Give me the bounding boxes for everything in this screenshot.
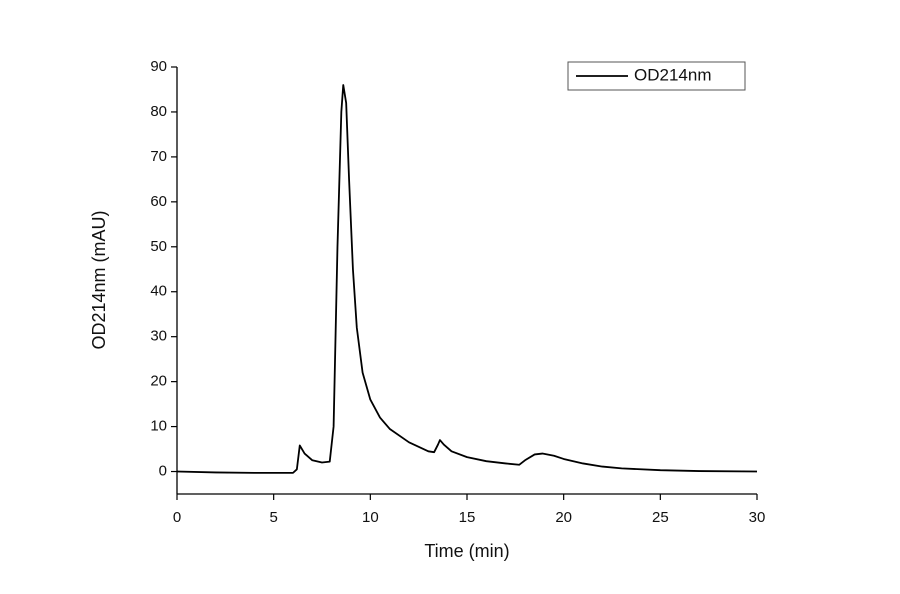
legend-label: OD214nm [634,65,711,84]
x-tick-label: 10 [362,509,379,526]
y-tick-label: 30 [150,328,167,345]
x-tick-label: 5 [269,509,277,526]
x-axis-title: Time (min) [424,541,509,561]
y-tick-label: 10 [150,418,167,435]
y-tick-label: 20 [150,373,167,390]
x-tick-label: 30 [749,509,766,526]
x-tick-label: 20 [555,509,572,526]
y-tick-label: 80 [150,103,167,120]
y-tick-label: 60 [150,193,167,210]
y-tick-label: 50 [150,238,167,255]
x-tick-label: 0 [173,509,181,526]
y-axis-title: OD214nm (mAU) [89,210,109,349]
y-tick-label: 0 [159,462,167,479]
x-tick-label: 15 [459,509,476,526]
y-tick-label: 90 [150,58,167,75]
y-tick-label: 70 [150,148,167,165]
data-line [176,84,758,474]
y-tick-label: 40 [150,283,167,300]
x-tick-label: 25 [652,509,669,526]
